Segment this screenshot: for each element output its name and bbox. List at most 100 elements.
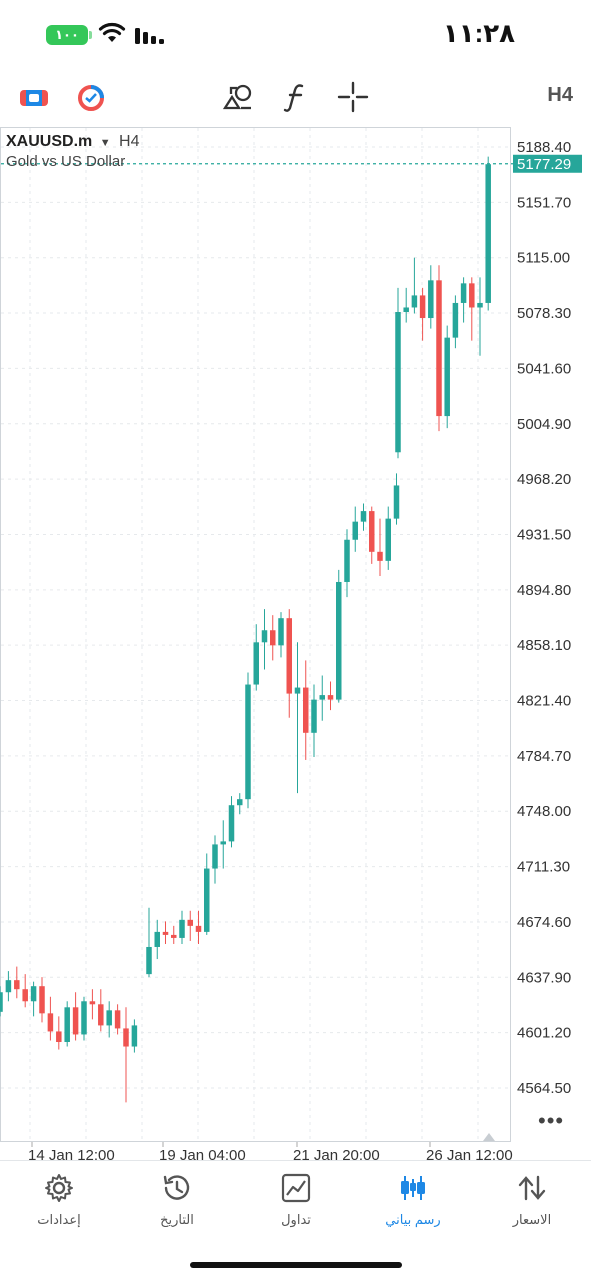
candle-body (303, 687, 309, 733)
bottom-nav: الاسعار رسم بياني تداول التاريخ إعدادات (0, 1160, 591, 1241)
candle-body (311, 699, 317, 733)
candle-body (403, 307, 409, 313)
candle-body (452, 302, 459, 338)
nav-trade[interactable]: تداول (246, 1173, 346, 1228)
y-tick-label: 5041.60 (517, 360, 571, 377)
candle-body (485, 164, 491, 303)
settings-icon (45, 1174, 73, 1202)
y-tick-label: 4674.60 (517, 914, 571, 931)
nav-history[interactable]: التاريخ (127, 1173, 227, 1228)
candle-body (428, 280, 434, 319)
chart-type-icon[interactable] (17, 80, 51, 114)
candle-body (385, 518, 391, 561)
battery-level: ١٠٠ (55, 27, 79, 42)
status-bar: ١٠٠ ١١:٢٨ (0, 0, 591, 70)
scroll-end-icon (483, 1133, 495, 1141)
battery-tip (89, 31, 92, 39)
candle-body (444, 337, 450, 417)
current-price-badge (513, 154, 582, 173)
candle-body (14, 980, 20, 990)
candle-body (195, 925, 202, 932)
symbol-header[interactable]: XAUUSD.m ▼ H4 (6, 133, 139, 151)
candle-body (360, 511, 367, 522)
candle-body (411, 295, 418, 308)
candle-body (419, 295, 426, 319)
candle-body (270, 630, 276, 646)
candle-body (261, 630, 268, 643)
nav-label: إعدادات (37, 1212, 81, 1227)
candle-body (395, 312, 401, 453)
y-tick-label: 4968.20 (517, 471, 571, 488)
candle-body (81, 1001, 87, 1035)
candle-body (98, 1004, 104, 1026)
y-tick-label: 5151.70 (517, 194, 571, 211)
candle-body (72, 1007, 79, 1035)
y-tick-label: 4784.70 (517, 748, 571, 765)
signal-icon (135, 28, 164, 44)
y-tick-label: 5078.30 (517, 305, 571, 322)
symbol-name: XAUUSD.m (6, 133, 93, 150)
y-tick-label: 4931.50 (517, 526, 571, 543)
candle-body (30, 986, 37, 1002)
candle-body (436, 280, 442, 417)
y-tick-label: 5004.90 (517, 416, 571, 433)
y-tick-label: 4564.50 (517, 1080, 571, 1097)
candle-body (106, 1010, 112, 1026)
chart-toolbar (0, 72, 591, 122)
more-icon[interactable]: ••• (538, 1108, 565, 1133)
candle-body (377, 551, 383, 561)
y-tick-label: 4894.80 (517, 582, 571, 599)
x-tick-label: 26 Jan 12:00 (426, 1147, 513, 1164)
quotes-icon (518, 1175, 546, 1201)
candle-body (253, 642, 259, 685)
candle-body (64, 1007, 70, 1042)
nav-quotes[interactable]: الاسعار (482, 1173, 582, 1228)
candle-body (327, 695, 334, 700)
battery-icon: ١٠٠ (46, 25, 88, 45)
current-price-label: 5177.29 (517, 156, 571, 173)
candle-body (114, 1010, 121, 1029)
wifi-icon (98, 22, 126, 42)
candle-body (56, 1031, 62, 1042)
candle-body (237, 799, 243, 806)
y-tick-label: 5115.00 (517, 250, 570, 267)
y-tick-label: 4601.20 (517, 1025, 571, 1042)
crosshair-icon[interactable] (336, 80, 370, 114)
x-tick-label: 21 Jan 20:00 (293, 1147, 380, 1164)
candle-body (212, 844, 218, 869)
nav-settings[interactable]: إعدادات (9, 1173, 109, 1228)
candle-body (220, 841, 226, 845)
candle-body (89, 1001, 96, 1005)
nav-label: رسم بياني (385, 1212, 441, 1227)
candle-body (154, 931, 160, 947)
nav-label: التاريخ (160, 1212, 194, 1227)
candlestick-chart[interactable]: 5188.40 5151.70 5115.00 5078.30 5041.60 5004.… (0, 0, 591, 1170)
candle-body (123, 1028, 129, 1047)
timeframe-selector[interactable]: H4 (547, 84, 573, 106)
status-clock: ١١:٢٨ (442, 18, 515, 48)
candle-body (22, 989, 28, 1002)
nav-chart[interactable]: رسم بياني (363, 1173, 463, 1228)
y-tick-label: 5188.40 (517, 139, 571, 156)
candle-body (477, 302, 483, 308)
candle-body (469, 283, 475, 308)
candle-body (228, 805, 235, 842)
chart-frame (0, 127, 511, 1142)
function-icon[interactable] (279, 80, 313, 114)
y-tick-label: 4821.40 (517, 693, 571, 710)
candle-body (294, 687, 301, 694)
symbol-dropdown-icon[interactable]: ▼ (99, 137, 111, 149)
candle-body (278, 618, 284, 646)
trade-icon (281, 1173, 311, 1203)
candle-body (47, 1013, 54, 1032)
candle-body (319, 695, 325, 700)
y-tick-label: 4637.90 (517, 969, 571, 986)
indicators-icon[interactable] (74, 80, 108, 114)
candle-body (336, 581, 342, 700)
candle-body (204, 868, 210, 932)
candle-body (171, 934, 177, 938)
objects-icon[interactable] (221, 80, 255, 114)
x-tick-label: 14 Jan 12:00 (28, 1147, 115, 1164)
y-tick-label: 4858.10 (517, 637, 571, 654)
symbol-description: Gold vs US Dollar (6, 153, 126, 170)
